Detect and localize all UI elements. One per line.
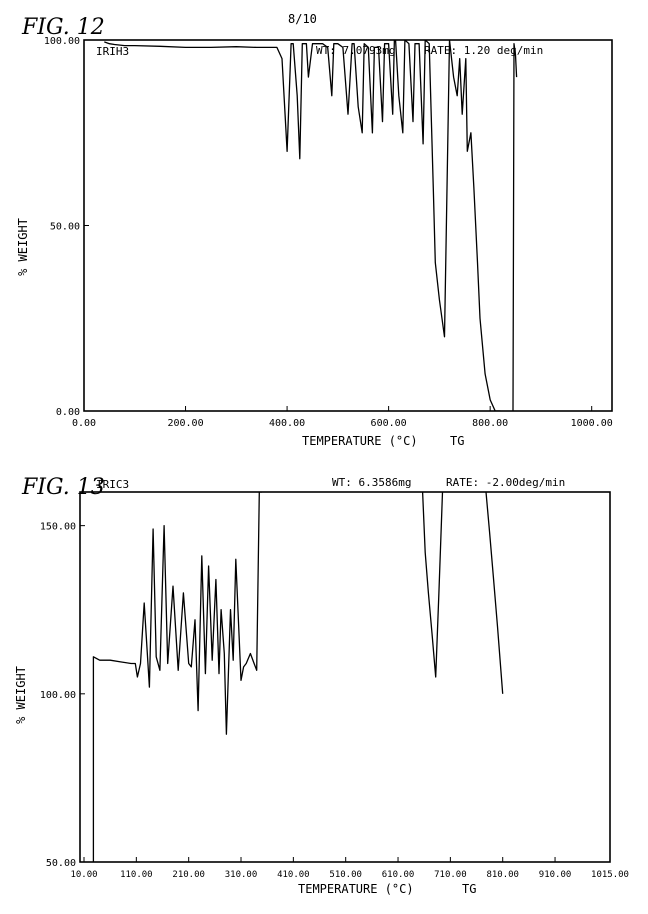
fig13-weight: WT: 6.3586mg <box>332 476 412 489</box>
fig12-weight-curve-1 <box>104 40 501 411</box>
fig12-x-tick-label: 800.00 <box>472 418 508 429</box>
fig12-y-tick-label: 100.00 <box>44 36 80 47</box>
fig12-weight-curve-2 <box>512 43 518 411</box>
fig12-x-tick-label: 1000.00 <box>571 418 613 429</box>
fig12-label: FIG. 12 <box>22 15 105 40</box>
fig13-weight-curve-3 <box>485 492 504 694</box>
fig13-x-tick-label: 810.00 <box>486 870 519 880</box>
fig12-x-tick-label: 0.00 <box>72 418 96 429</box>
fig13-x-tick-label: 910.00 <box>539 870 572 880</box>
fig13-x-tick-label: 710.00 <box>434 870 467 880</box>
fig13-rate: RATE: -2.00deg/min <box>446 476 566 489</box>
fig12-y-tick-label: 0.00 <box>56 407 80 418</box>
fig13-x-tick-label: 510.00 <box>329 870 362 880</box>
fig13-plot-frame <box>79 491 611 863</box>
fig12-x-tick-label: 200.00 <box>167 418 203 429</box>
fig13-chart: 10.00 110.00 210.00 310.00 410.00 510.00 610.0… <box>40 491 629 880</box>
fig13-x-axis-title: TEMPERATURE (°C) <box>298 882 414 896</box>
fig12-x-axis-suffix: TG <box>450 434 465 448</box>
fig13-x-tick-label: 110.00 <box>120 870 153 880</box>
fig13-x-tick-label: 610.00 <box>382 870 415 880</box>
fig13-label: FIG. 13 <box>22 475 105 500</box>
fig12-x-tick-label: 600.00 <box>371 418 407 429</box>
fig13-x-tick-label: 410.00 <box>277 870 310 880</box>
fig13-y-tick-label: 50.00 <box>46 858 76 869</box>
fig13-x-tick-label: 310.00 <box>225 870 258 880</box>
fig12-x-axis-title: TEMPERATURE (°C) <box>302 434 418 448</box>
fig12-x-tick-label: 400.00 <box>269 418 305 429</box>
fig13-x-tick-label: 1015.00 <box>591 870 629 880</box>
fig13-y-tick-label: 150.00 <box>40 522 76 533</box>
fig12-chart: 0.00 200.00 400.00 600.00 800.00 1000.00 0.00 5… <box>44 36 613 429</box>
fig13-weight-curve-2 <box>421 492 444 678</box>
fig13-sample-id: IRIC3 <box>96 478 130 491</box>
fig12-plot-frame <box>83 39 613 412</box>
fig13-x-axis-suffix: TG <box>462 882 477 896</box>
fig13-weight-curve-1 <box>92 492 262 862</box>
fig12-sample-id: IRIH3 <box>96 45 130 58</box>
sheet-number: 8/10 <box>288 12 317 26</box>
fig13-y-tick-label: 100.00 <box>40 690 76 701</box>
fig12-y-tick-label: 50.00 <box>50 222 80 233</box>
fig13-x-tick-label: 210.00 <box>172 870 205 880</box>
fig13-x-tick-label: 10.00 <box>70 870 97 880</box>
